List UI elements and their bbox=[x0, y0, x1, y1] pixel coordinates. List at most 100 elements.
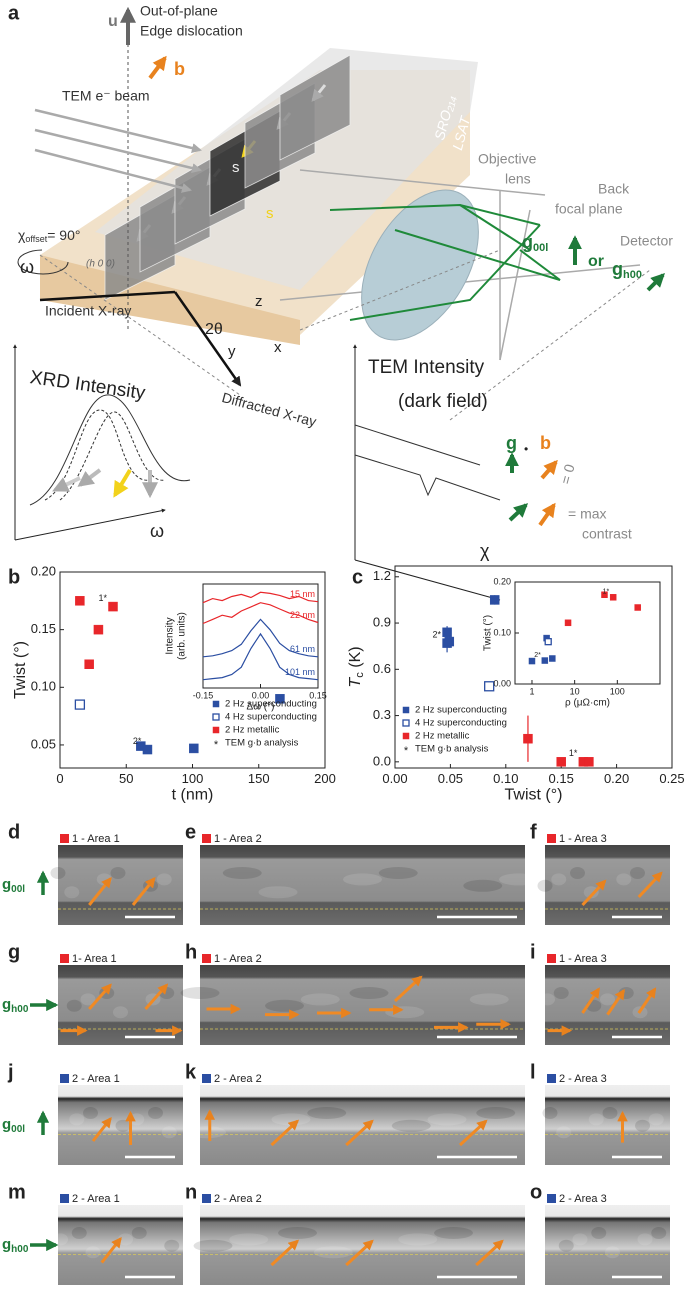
x-tick-label: 100 bbox=[610, 686, 625, 696]
texture bbox=[343, 873, 382, 886]
y-axis-label: (K) bbox=[347, 646, 364, 672]
label: u bbox=[108, 13, 118, 30]
sample-marker bbox=[60, 1074, 69, 1083]
dislocation-arrow bbox=[581, 987, 600, 1014]
texture bbox=[229, 1233, 269, 1246]
data-point bbox=[84, 659, 94, 669]
g-vector-label: g bbox=[2, 996, 11, 1013]
texture bbox=[349, 987, 389, 999]
y-tick-label: 0.00 bbox=[493, 678, 511, 688]
label: • bbox=[524, 442, 528, 456]
texture bbox=[300, 993, 340, 1006]
label: Detector bbox=[620, 233, 673, 249]
diffracted-rays bbox=[329, 203, 561, 321]
sample-marker bbox=[547, 834, 556, 843]
data-point bbox=[609, 594, 617, 601]
texture bbox=[258, 886, 298, 899]
g-vector-label: g bbox=[2, 1236, 11, 1253]
dislocation-arrow bbox=[345, 1239, 374, 1267]
tem-image bbox=[58, 1205, 183, 1285]
texture bbox=[164, 1239, 180, 1252]
label: h00 bbox=[623, 269, 642, 281]
gh00-arrow bbox=[646, 273, 665, 292]
label: = 90° bbox=[47, 227, 80, 243]
texture bbox=[80, 993, 96, 1006]
y-axis-label: T bbox=[347, 677, 364, 688]
data-point bbox=[75, 596, 85, 606]
texture bbox=[110, 867, 126, 879]
tem-image bbox=[58, 845, 183, 925]
texture bbox=[630, 867, 645, 879]
label: χ bbox=[18, 227, 26, 243]
g-vector-label: 00l bbox=[11, 884, 25, 895]
x-tick-label: 0.25 bbox=[659, 771, 684, 786]
line-series bbox=[202, 591, 319, 604]
y-axis-label: Twist (°) bbox=[483, 615, 494, 651]
sample-marker bbox=[202, 834, 211, 843]
legend-label: 4 Hz superconducting bbox=[415, 718, 507, 729]
sample-marker bbox=[547, 1194, 556, 1203]
y-tick-label: 0.9 bbox=[373, 614, 391, 629]
dislocation-arrow bbox=[393, 975, 423, 1003]
data-point bbox=[541, 657, 549, 664]
texture bbox=[651, 1227, 667, 1239]
texture bbox=[385, 1006, 425, 1019]
label: χoffset= 90° bbox=[18, 227, 80, 245]
point-label: 2* bbox=[133, 736, 142, 746]
label: z bbox=[255, 293, 263, 310]
texture bbox=[69, 1113, 85, 1126]
legend-label: TEM g·b analysis bbox=[415, 744, 489, 755]
texture bbox=[193, 1239, 233, 1252]
panel-label: 1 - Area 3 bbox=[559, 953, 607, 965]
label-bg bbox=[200, 951, 272, 965]
legend-marker bbox=[212, 726, 220, 734]
line-series bbox=[202, 602, 319, 625]
data-point bbox=[556, 757, 566, 767]
texture bbox=[542, 1107, 558, 1119]
x-tick-label: -0.15 bbox=[193, 690, 214, 700]
x-tick-label: 0.20 bbox=[604, 771, 629, 786]
label: = 0 bbox=[557, 462, 578, 486]
label-bg bbox=[58, 951, 130, 965]
data-point bbox=[444, 636, 455, 647]
texture bbox=[398, 1233, 438, 1246]
texture bbox=[71, 1227, 87, 1239]
dislocation-arrow bbox=[88, 876, 112, 906]
b-arrow bbox=[148, 55, 167, 80]
label: offset bbox=[25, 234, 47, 244]
g-vector-label: h00 bbox=[11, 1244, 29, 1255]
texture bbox=[605, 1246, 620, 1259]
sample-marker bbox=[202, 954, 211, 963]
data-point bbox=[142, 744, 153, 755]
plane-arrow bbox=[311, 84, 327, 102]
tem-image bbox=[200, 845, 525, 925]
panel-letter: d bbox=[8, 821, 20, 843]
label: 2θ bbox=[205, 321, 223, 338]
label: Out-of-plane bbox=[140, 3, 218, 19]
label-bg bbox=[545, 1191, 617, 1205]
texture bbox=[83, 1107, 98, 1119]
texture bbox=[391, 1119, 431, 1132]
dislocation-arrow bbox=[606, 988, 625, 1016]
panel-letter: h bbox=[185, 941, 197, 963]
x-axis-label: t (nm) bbox=[172, 787, 214, 804]
label: contrast bbox=[582, 526, 632, 542]
label-bg bbox=[545, 1071, 617, 1085]
texture bbox=[187, 1126, 226, 1139]
g-arrow bbox=[508, 503, 529, 522]
label: = max bbox=[568, 506, 607, 522]
dislocation-arrow bbox=[270, 1119, 300, 1147]
y-tick-label: 0.6 bbox=[373, 661, 391, 676]
label-bg bbox=[200, 1071, 272, 1085]
sample-marker bbox=[202, 1194, 211, 1203]
data-point bbox=[549, 655, 556, 662]
x-tick-label: 50 bbox=[119, 771, 133, 786]
texture bbox=[265, 999, 304, 1012]
panel-label: 2 - Area 3 bbox=[559, 1193, 607, 1205]
label-bg bbox=[58, 1071, 130, 1085]
texture bbox=[551, 873, 567, 886]
x-tick-label: 0 bbox=[56, 771, 63, 786]
texture bbox=[540, 993, 555, 1006]
texture bbox=[583, 886, 599, 899]
